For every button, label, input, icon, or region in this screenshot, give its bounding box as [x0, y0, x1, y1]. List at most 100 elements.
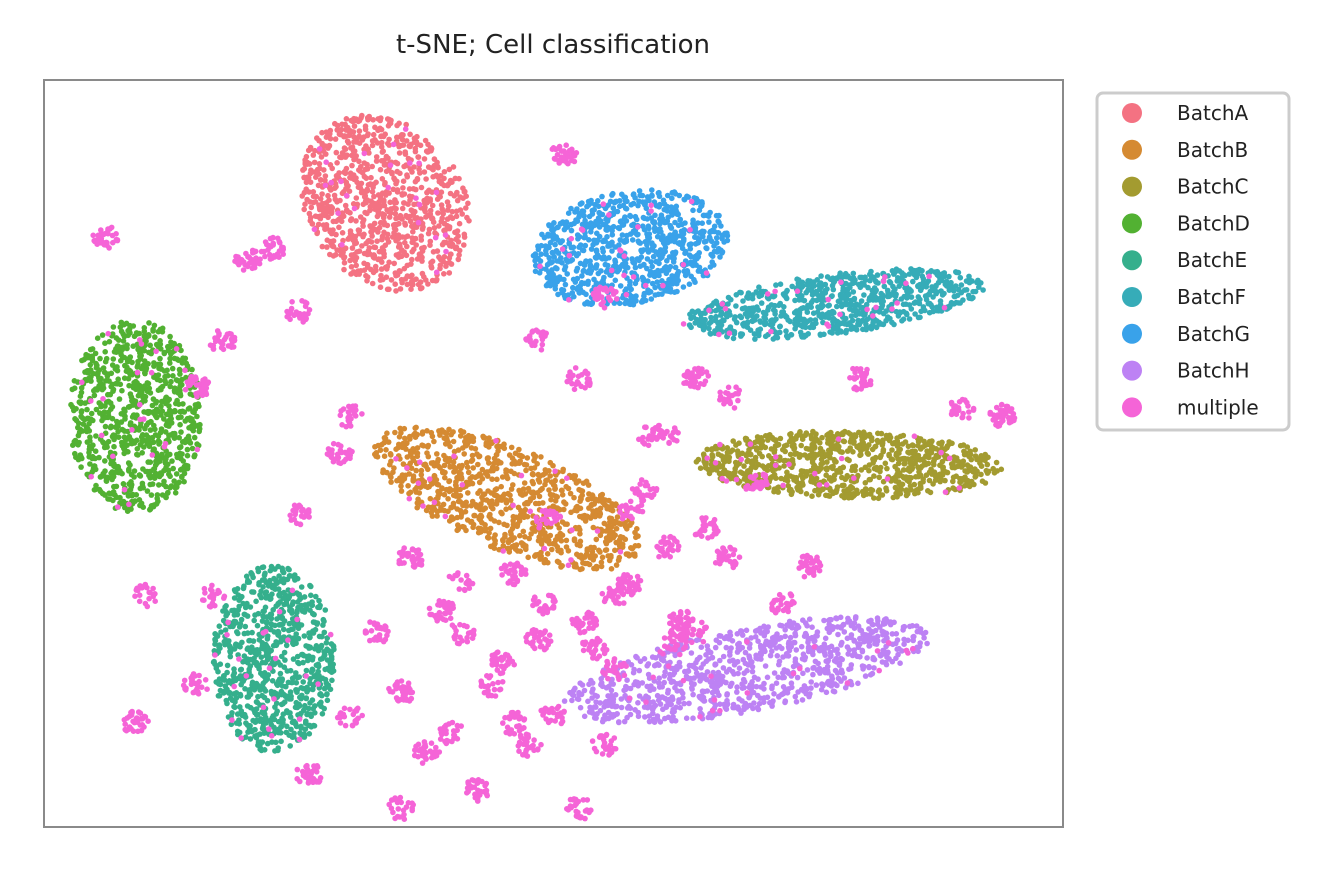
point-BatchE: [261, 747, 268, 753]
point-BatchA: [370, 131, 377, 138]
point-BatchA: [409, 223, 415, 229]
point-BatchB: [617, 534, 624, 540]
point-BatchF: [792, 297, 798, 304]
point-BatchA: [319, 191, 325, 197]
point-BatchA: [368, 229, 374, 235]
point-BatchD: [97, 355, 103, 362]
point-BatchC: [977, 460, 983, 466]
point-BatchD: [105, 391, 111, 398]
point-BatchE: [236, 597, 242, 603]
point-BatchA: [347, 228, 354, 234]
point-BatchA: [404, 281, 411, 288]
point-BatchB: [558, 564, 564, 570]
point-BatchC: [724, 449, 731, 456]
point-BatchA: [402, 234, 409, 241]
point-BatchA: [402, 151, 409, 157]
point-BatchA: [350, 237, 357, 243]
point-BatchE: [322, 607, 329, 613]
point-BatchA: [375, 192, 382, 198]
point-BatchF: [850, 280, 856, 287]
point-BatchB: [420, 443, 427, 449]
point-BatchD: [121, 445, 128, 451]
point-BatchE: [317, 656, 324, 662]
point-BatchF: [809, 292, 816, 298]
point-BatchD: [134, 451, 140, 458]
point-BatchB: [537, 487, 544, 494]
point-BatchA: [313, 193, 320, 200]
point-BatchC: [803, 430, 810, 436]
point-BatchC: [906, 449, 912, 456]
point-BatchA: [390, 186, 397, 193]
point-BatchC: [745, 468, 751, 474]
point-BatchC: [978, 471, 984, 478]
point-BatchA: [422, 204, 428, 211]
point-BatchB: [565, 548, 572, 554]
point-BatchB: [577, 538, 584, 545]
point-BatchD: [111, 461, 117, 467]
point-BatchA: [409, 248, 416, 255]
point-BatchE: [256, 580, 262, 586]
point-BatchE: [296, 591, 303, 598]
point-BatchC: [829, 442, 835, 449]
point-BatchD: [111, 483, 117, 490]
point-BatchE: [232, 677, 239, 684]
point-BatchC: [859, 488, 866, 495]
point-BatchF: [970, 288, 976, 295]
point-BatchA: [423, 214, 429, 220]
point-BatchD: [91, 463, 97, 469]
point-BatchF: [834, 303, 840, 310]
point-BatchD: [158, 426, 165, 432]
point-BatchC: [924, 441, 930, 448]
point-BatchC: [820, 486, 826, 493]
point-BatchD: [99, 417, 105, 424]
point-BatchA: [371, 244, 377, 250]
point-BatchE: [247, 728, 254, 734]
point-BatchB: [614, 514, 621, 520]
point-BatchE: [272, 582, 278, 588]
point-BatchA: [425, 281, 431, 287]
point-BatchA: [403, 121, 410, 128]
point-BatchD: [139, 450, 145, 456]
point-BatchA: [361, 260, 367, 267]
point-BatchD: [77, 393, 84, 400]
point-BatchB: [450, 438, 457, 445]
point-BatchA: [377, 284, 384, 291]
point-BatchB: [529, 478, 536, 485]
point-BatchC: [729, 447, 736, 454]
point-BatchC: [823, 492, 829, 499]
point-BatchC: [896, 479, 902, 485]
point-BatchD: [99, 332, 106, 338]
point-BatchC: [981, 456, 988, 463]
point-BatchB: [561, 499, 567, 505]
point-BatchB: [387, 472, 394, 479]
point-BatchC: [883, 488, 890, 494]
point-BatchB: [624, 551, 631, 557]
point-BatchA: [327, 131, 333, 137]
point-BatchB: [560, 468, 566, 475]
point-BatchC: [896, 450, 902, 457]
point-BatchC: [778, 475, 784, 482]
point-BatchB: [402, 435, 408, 442]
point-BatchD: [86, 449, 92, 456]
point-BatchF: [878, 321, 885, 327]
point-BatchC: [915, 465, 922, 471]
point-BatchB: [489, 476, 495, 483]
point-BatchD: [162, 373, 168, 380]
point-BatchA: [334, 160, 340, 166]
point-BatchC: [882, 460, 889, 467]
point-BatchE: [233, 690, 240, 696]
point-BatchA: [334, 122, 341, 129]
point-BatchA: [361, 250, 368, 257]
point-BatchA: [399, 191, 406, 197]
point-BatchD: [75, 424, 81, 431]
point-BatchE: [311, 611, 317, 618]
point-BatchE: [294, 609, 300, 616]
point-BatchD: [77, 452, 84, 458]
point-BatchF: [749, 318, 756, 325]
point-BatchA: [312, 213, 319, 219]
point-BatchA: [345, 124, 351, 131]
point-BatchA: [338, 154, 345, 161]
point-BatchC: [972, 447, 978, 453]
point-BatchA: [426, 226, 433, 233]
point-BatchB: [530, 489, 537, 496]
